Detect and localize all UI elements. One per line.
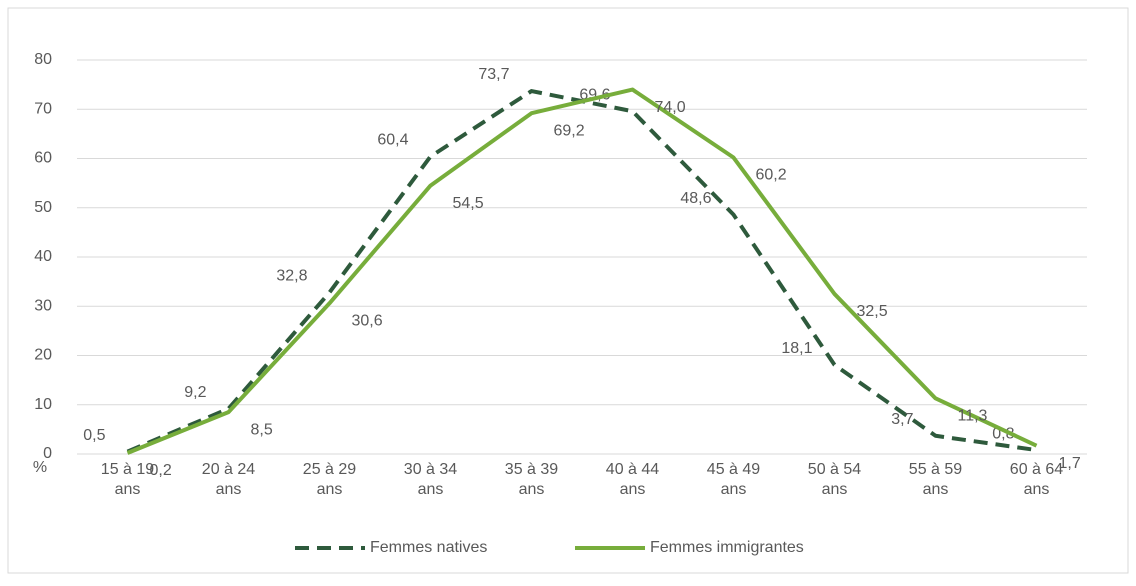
data-label: 69,2 xyxy=(554,122,585,139)
y-tick-label: 10 xyxy=(34,396,52,413)
data-label: 54,5 xyxy=(453,195,484,212)
x-tick-label: 20 à 24 ans xyxy=(202,461,255,498)
data-label: 60,2 xyxy=(756,167,787,184)
data-label: 74,0 xyxy=(655,99,686,116)
y-tick-label: 30 xyxy=(34,297,52,314)
legend-label: Femmes natives xyxy=(370,539,487,556)
data-label: 30,6 xyxy=(352,313,383,330)
data-label: 1,7 xyxy=(1059,455,1081,472)
data-label: 32,5 xyxy=(857,303,888,320)
data-label: 18,1 xyxy=(781,340,812,357)
x-tick-label: 35 à 39 ans xyxy=(505,461,558,498)
x-tick-label: 40 à 44 ans xyxy=(606,461,659,498)
data-label: 3,7 xyxy=(891,411,913,428)
x-tick-label: 50 à 54 ans xyxy=(808,461,861,498)
y-tick-label: 50 xyxy=(34,199,52,216)
data-label: 0,2 xyxy=(150,462,172,479)
x-tick-label: 55 à 59 ans xyxy=(909,461,962,498)
data-label: 0,5 xyxy=(83,427,105,444)
series-line xyxy=(126,87,1038,455)
x-tick-label: 30 à 34 ans xyxy=(404,461,457,498)
x-tick-label: 25 à 29 ans xyxy=(303,461,356,498)
y-tick-label: 70 xyxy=(34,100,52,117)
y-tick-label: 0 xyxy=(43,445,52,462)
data-label: 48,6 xyxy=(680,190,711,207)
y-tick-label: 80 xyxy=(34,51,52,68)
x-tick-label: 60 à 64 ans xyxy=(1010,461,1063,498)
x-tick-label: 45 à 49 ans xyxy=(707,461,760,498)
data-label: 60,4 xyxy=(377,132,408,149)
y-tick-label: 60 xyxy=(34,150,52,167)
y-tick-label: 20 xyxy=(34,347,52,364)
y-axis-label: % xyxy=(33,459,47,476)
data-label: 11,3 xyxy=(958,408,988,425)
data-label: 73,7 xyxy=(478,66,509,83)
x-tick-label: 15 à 19 ans xyxy=(101,461,154,498)
y-tick-label: 40 xyxy=(34,248,52,265)
data-label: 8,5 xyxy=(251,421,273,438)
data-label: 9,2 xyxy=(184,384,206,401)
legend-label: Femmes immigrantes xyxy=(650,539,804,556)
data-label: 32,8 xyxy=(276,268,307,285)
chart-frame xyxy=(7,7,1129,574)
